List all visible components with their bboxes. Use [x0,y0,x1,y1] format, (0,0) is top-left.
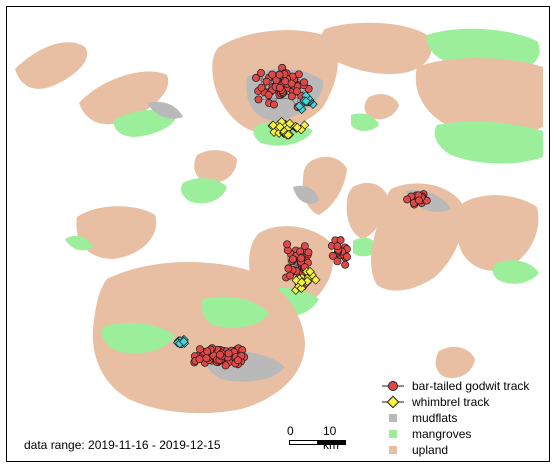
godwit-point [275,70,284,79]
scale-bar: 0 10 km [283,424,353,452]
godwit-point [203,347,212,356]
island-center-right [346,182,387,239]
mangrove-bottom-2 [201,296,269,328]
godwit-point [286,271,294,280]
godwit-point [300,78,308,87]
legend-row-whimbrel: whimbrel track [380,394,540,410]
godwit-point [284,264,293,273]
whimbrel-point [294,101,305,111]
godwit-point [300,242,309,251]
mudflats-swatch [389,414,397,422]
island-top-mid-left [79,71,169,125]
whimbrel-point [285,118,295,129]
mangrove-top-center-far [351,113,379,131]
godwit-point [333,257,342,266]
godwit-point [275,83,284,92]
legend-row-mudflats: mudflats [380,410,540,426]
godwit-track-symbol [382,381,404,391]
godwit-point [328,251,337,260]
godwit-point [224,349,233,358]
godwit-point [234,356,242,365]
whimbrel-point [301,96,311,106]
legend: bar-tailed godwit track whimbrel track m… [380,378,540,458]
mudflat-center-strip [293,185,319,204]
godwit-point [287,79,296,88]
godwit-point [270,100,278,109]
godwit-point [221,361,230,370]
godwit-point [262,77,271,86]
mangrove-top-mid-left [114,109,177,137]
scale-bar-graphic [289,440,346,445]
whimbrel-point [305,266,315,277]
island-left-small [76,206,157,259]
godwit-point [343,252,351,261]
island-center-strip [302,156,347,215]
godwit-point [195,355,204,364]
godwit-point [336,236,345,245]
legend-label-godwit: bar-tailed godwit track [412,379,530,393]
island-right-lower [456,195,539,271]
godwit-point [283,240,292,249]
legend-label-mangroves: mangroves [412,427,472,441]
legend-label-mudflats: mudflats [412,411,458,425]
island-far-left [15,42,88,89]
godwit-point [202,354,211,363]
godwit-point [415,196,423,205]
map-canvas[interactable] [7,7,550,462]
whimbrel-point [179,336,189,347]
scale-label-zero: 0 [287,424,294,438]
godwit-point [195,345,204,354]
upland-swatch [389,446,397,454]
godwit-point [288,255,297,264]
mangrove-right-lower [492,260,539,284]
legend-row-mangroves: mangroves [380,426,540,442]
whimbrel-track-symbol [382,395,404,409]
whimbrel-point [283,130,294,140]
whimbrel-point [292,122,302,133]
godwit-point [341,260,350,269]
whimbrel-point [296,277,307,288]
godwit-point [304,248,313,257]
godwit-point [216,350,225,359]
godwit-point [268,70,277,79]
legend-label-upland: upland [412,443,449,457]
island-bottom-right [435,346,475,379]
godwit-point [257,83,266,92]
mangroves-swatch [389,430,397,438]
godwit-point [403,195,412,204]
godwit-point [287,92,296,101]
legend-row-godwit: bar-tailed godwit track [380,378,540,394]
mudflat-mid-left [147,101,183,119]
mangrove-bottom-1 [101,322,175,354]
island-right-big [415,58,543,136]
data-range-label: data range: 2019-11-16 - 2019-12-15 [24,438,221,452]
legend-row-upland: upland [380,442,540,458]
island-top-right-lobe [320,22,432,75]
godwit-point [292,87,301,96]
godwit-point [252,73,260,82]
mangrove-right-big [434,121,543,164]
legend-label-whimbrel: whimbrel track [412,395,490,409]
godwit-point [257,68,265,77]
points-layer [173,63,431,370]
godwit-point [254,95,263,104]
mangrove-left-small [65,235,93,251]
godwit-point [264,91,273,100]
island-center-small-1 [194,150,237,184]
godwit-point [297,254,306,263]
whimbrel-point [296,283,307,293]
map-frame [6,6,550,462]
island-top-center-far [364,94,399,120]
whimbrel-point [268,120,278,130]
godwit-point [333,242,342,251]
mangrove-center-1 [181,178,227,204]
whimbrel-point [275,122,285,132]
